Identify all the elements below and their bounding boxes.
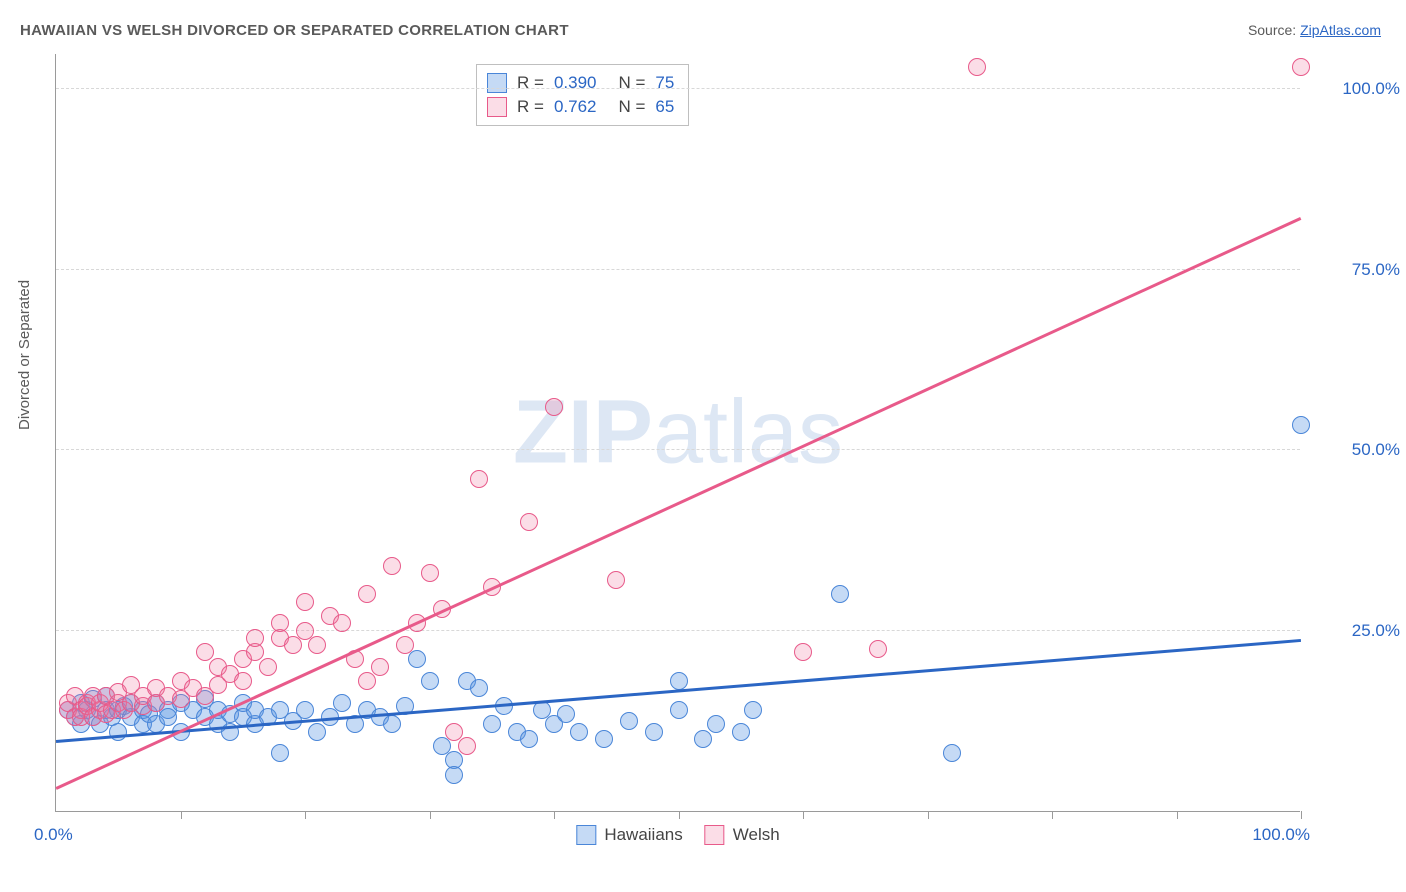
y-axis-tick-label: 50.0% <box>1310 440 1400 460</box>
gridline <box>56 88 1300 89</box>
scatter-point-blue <box>943 744 961 762</box>
scatter-point-blue <box>570 723 588 741</box>
scatter-point-blue <box>483 715 501 733</box>
r-label: R = <box>517 73 544 93</box>
scatter-point-blue <box>296 701 314 719</box>
scatter-point-pink <box>869 640 887 658</box>
scatter-point-pink <box>383 557 401 575</box>
y-axis-tick-label: 25.0% <box>1310 621 1400 641</box>
stats-row-welsh: R = 0.762 N = 65 <box>487 95 674 119</box>
scatter-point-pink <box>308 636 326 654</box>
legend-item-hawaiians: Hawaiians <box>576 825 682 845</box>
scatter-point-pink <box>271 614 289 632</box>
y-axis-title: Divorced or Separated <box>16 280 33 430</box>
x-axis-tick <box>803 811 804 819</box>
x-axis-tick <box>305 811 306 819</box>
y-axis-tick-label: 75.0% <box>1310 260 1400 280</box>
scatter-point-pink <box>520 513 538 531</box>
swatch-welsh-icon <box>487 97 507 117</box>
x-axis-tick <box>1177 811 1178 819</box>
n-label: N = <box>618 73 645 93</box>
scatter-point-pink <box>396 636 414 654</box>
scatter-point-blue <box>557 705 575 723</box>
scatter-point-blue <box>271 744 289 762</box>
scatter-point-pink <box>284 636 302 654</box>
scatter-point-pink <box>968 58 986 76</box>
chart-title: HAWAIIAN VS WELSH DIVORCED OR SEPARATED … <box>20 22 569 39</box>
watermark-light: atlas <box>653 382 843 482</box>
scatter-point-blue <box>645 723 663 741</box>
scatter-point-blue <box>445 766 463 784</box>
scatter-point-blue <box>1292 416 1310 434</box>
watermark-bold: ZIP <box>513 382 653 482</box>
scatter-point-pink <box>234 672 252 690</box>
r-value-hawaiians: 0.390 <box>554 73 597 93</box>
source-link[interactable]: ZipAtlas.com <box>1300 22 1381 38</box>
scatter-point-pink <box>358 672 376 690</box>
legend-item-welsh: Welsh <box>705 825 780 845</box>
scatter-point-blue <box>670 672 688 690</box>
scatter-point-blue <box>408 650 426 668</box>
scatter-point-blue <box>831 585 849 603</box>
scatter-plot-area: ZIPatlas R = 0.390 N = 75 R = 0.762 N = … <box>55 54 1300 812</box>
scatter-point-pink <box>371 658 389 676</box>
scatter-point-pink <box>1292 58 1310 76</box>
scatter-point-blue <box>520 730 538 748</box>
r-value-welsh: 0.762 <box>554 97 597 117</box>
legend-label-hawaiians: Hawaiians <box>604 825 682 845</box>
n-value-hawaiians: 75 <box>655 73 674 93</box>
scatter-point-blue <box>421 672 439 690</box>
scatter-point-pink <box>421 564 439 582</box>
legend-label-welsh: Welsh <box>733 825 780 845</box>
source-attribution: Source: ZipAtlas.com <box>1248 22 1381 38</box>
n-label: N = <box>618 97 645 117</box>
scatter-point-pink <box>458 737 476 755</box>
x-axis-tick <box>1301 811 1302 819</box>
scatter-point-blue <box>308 723 326 741</box>
scatter-point-pink <box>470 470 488 488</box>
stats-row-hawaiians: R = 0.390 N = 75 <box>487 71 674 95</box>
gridline <box>56 449 1300 450</box>
scatter-point-blue <box>595 730 613 748</box>
scatter-point-blue <box>707 715 725 733</box>
scatter-point-blue <box>470 679 488 697</box>
scatter-point-pink <box>333 614 351 632</box>
gridline <box>56 630 1300 631</box>
x-axis-tick <box>554 811 555 819</box>
scatter-point-blue <box>670 701 688 719</box>
gridline <box>56 269 1300 270</box>
scatter-point-blue <box>744 701 762 719</box>
scatter-point-blue <box>620 712 638 730</box>
scatter-point-pink <box>259 658 277 676</box>
x-axis-tick <box>928 811 929 819</box>
x-axis-tick <box>679 811 680 819</box>
swatch-hawaiians-icon <box>487 73 507 93</box>
scatter-point-pink <box>794 643 812 661</box>
x-axis-tick <box>430 811 431 819</box>
n-value-welsh: 65 <box>655 97 674 117</box>
r-label: R = <box>517 97 544 117</box>
swatch-hawaiians-icon <box>576 825 596 845</box>
scatter-point-blue <box>694 730 712 748</box>
swatch-welsh-icon <box>705 825 725 845</box>
source-label: Source: <box>1248 22 1300 38</box>
y-axis-tick-label: 100.0% <box>1310 79 1400 99</box>
correlation-stats-legend: R = 0.390 N = 75 R = 0.762 N = 65 <box>476 64 689 126</box>
scatter-point-blue <box>732 723 750 741</box>
x-axis-tick <box>1052 811 1053 819</box>
series-legend: Hawaiians Welsh <box>576 825 779 845</box>
scatter-point-blue <box>383 715 401 733</box>
scatter-point-pink <box>545 398 563 416</box>
watermark: ZIPatlas <box>513 381 843 484</box>
x-axis-tick <box>181 811 182 819</box>
scatter-point-pink <box>358 585 376 603</box>
x-axis-min-label: 0.0% <box>34 825 73 845</box>
scatter-point-pink <box>296 593 314 611</box>
x-axis-max-label: 100.0% <box>1252 825 1310 845</box>
scatter-point-pink <box>607 571 625 589</box>
scatter-point-blue <box>333 694 351 712</box>
scatter-point-pink <box>246 629 264 647</box>
